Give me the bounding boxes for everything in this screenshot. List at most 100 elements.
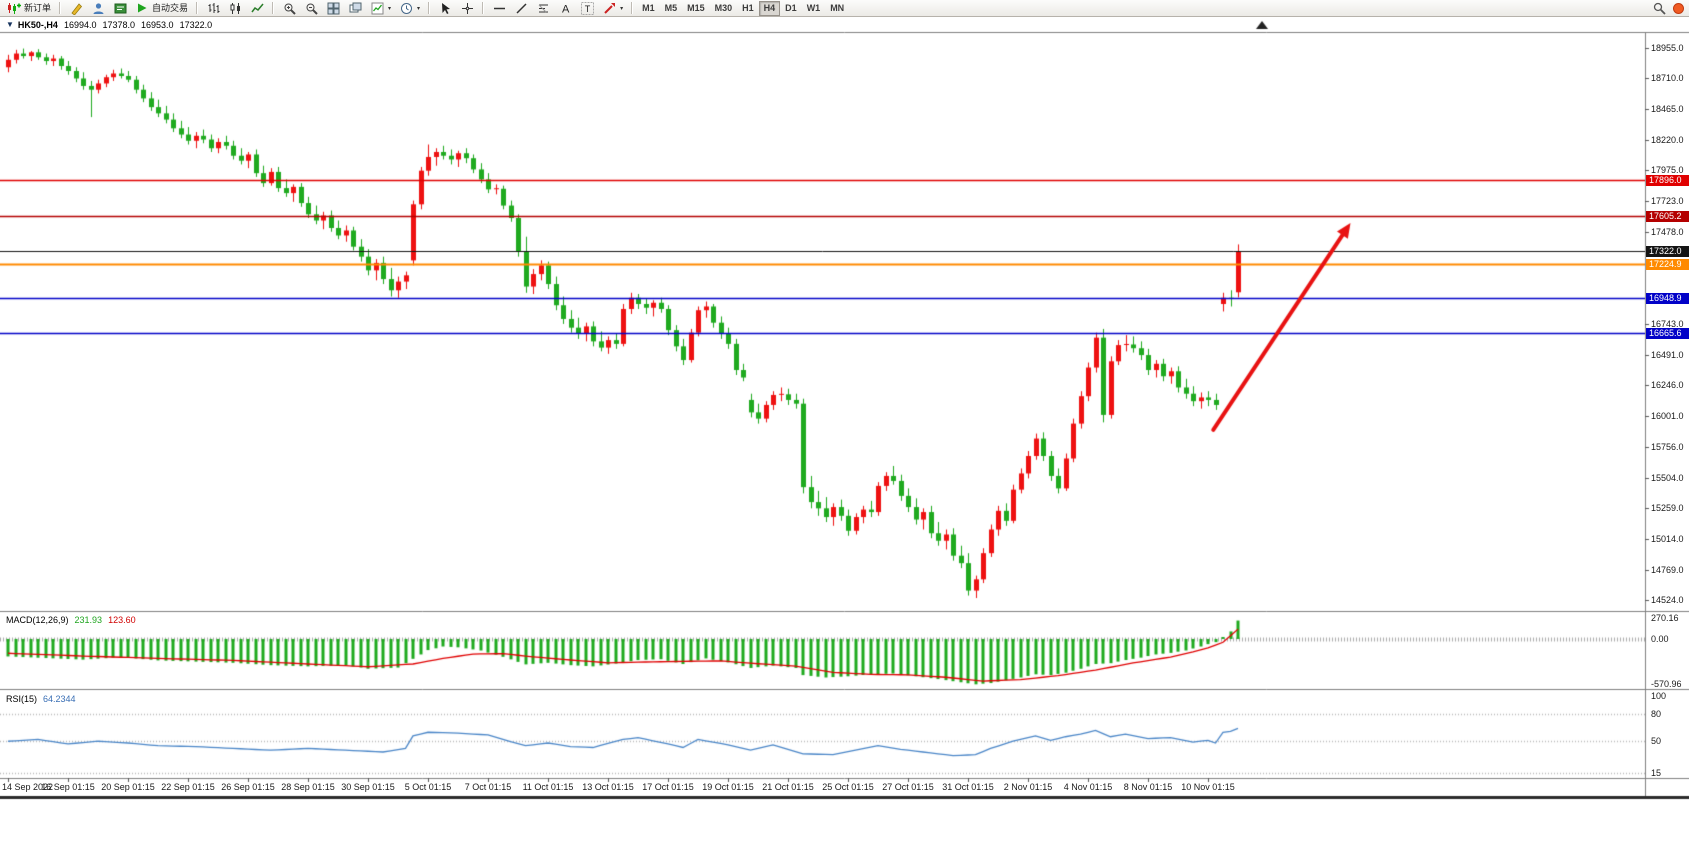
symbol-period-label: HK50-,H4 bbox=[17, 19, 58, 30]
auto-arrange-button[interactable] bbox=[344, 0, 366, 17]
trendline-button[interactable] bbox=[510, 0, 532, 17]
search-icon[interactable] bbox=[1652, 2, 1666, 15]
chevron-down-icon: ▾ bbox=[388, 5, 392, 12]
price-tick-label: 17723.0 bbox=[1651, 196, 1684, 206]
metaeditor-button[interactable] bbox=[65, 0, 87, 17]
timeframe-w1[interactable]: W1 bbox=[806, 2, 821, 13]
date-tick-label: 27 Oct 01:15 bbox=[882, 782, 934, 792]
date-tick-label: 22 Sep 01:15 bbox=[161, 782, 215, 792]
rsi-axis-label: 100 bbox=[1651, 691, 1667, 701]
terminal-button[interactable] bbox=[109, 0, 131, 17]
hline-price-chip: 16948.9 bbox=[1646, 292, 1689, 304]
macd-axis-label: 0.00 bbox=[1651, 634, 1669, 644]
price-tick-label: 18955.0 bbox=[1651, 43, 1684, 53]
arrange-icon bbox=[348, 2, 362, 15]
timeframe-h1[interactable]: H1 bbox=[742, 2, 754, 13]
price-tick-label: 16246.0 bbox=[1651, 380, 1684, 390]
metaeditor-icon bbox=[69, 2, 83, 15]
text-a-icon: A bbox=[558, 2, 572, 15]
rsi-axis-label: 80 bbox=[1651, 709, 1662, 719]
notification-badge[interactable] bbox=[1673, 3, 1684, 14]
hline-price-chip: 16665.6 bbox=[1646, 327, 1689, 339]
autotrading-button[interactable]: 自动交易 bbox=[131, 0, 192, 17]
price-tick-label: 17975.0 bbox=[1651, 165, 1684, 175]
timeframe-h4[interactable]: H4 bbox=[758, 0, 781, 16]
zoom-out-button[interactable] bbox=[300, 0, 322, 17]
toolbar-separator bbox=[482, 2, 485, 14]
fibo-icon bbox=[536, 2, 550, 15]
arrows-button[interactable]: ▾ bbox=[598, 0, 627, 17]
macd-main-value: 231.93 bbox=[74, 615, 103, 625]
hline-price-chip: 17322.0 bbox=[1646, 245, 1689, 257]
zoom-in-icon bbox=[282, 2, 296, 15]
date-tick-label: 10 Nov 01:15 bbox=[1181, 782, 1235, 792]
arrow-icon bbox=[602, 2, 616, 15]
profile-button[interactable] bbox=[87, 0, 109, 17]
bar-chart-button[interactable] bbox=[202, 0, 224, 17]
terminal-icon bbox=[113, 2, 127, 15]
rsi-value: 64.2344 bbox=[43, 694, 76, 704]
date-tick-label: 19 Oct 01:15 bbox=[702, 782, 754, 792]
timeframe-m1[interactable]: M1 bbox=[642, 2, 655, 13]
cursor-icon bbox=[438, 2, 452, 15]
toolbar-separator bbox=[428, 2, 431, 14]
price-tick-label: 15259.0 bbox=[1651, 503, 1684, 513]
new-order-button-label: 新订单 bbox=[24, 2, 52, 13]
date-tick-label: 17 Oct 01:15 bbox=[642, 782, 694, 792]
macd-indicator-label: MACD(12,26,9) 231.93 123.60 bbox=[6, 615, 136, 625]
date-tick-label: 21 Oct 01:15 bbox=[762, 782, 814, 792]
text-button[interactable]: A bbox=[554, 0, 576, 17]
horizontal-line-button[interactable] bbox=[488, 0, 510, 17]
date-tick-label: 13 Oct 01:15 bbox=[582, 782, 634, 792]
crosshair-button[interactable] bbox=[456, 0, 478, 17]
price-tick-label: 16001.0 bbox=[1651, 411, 1684, 421]
svg-text:T: T bbox=[584, 4, 590, 14]
zoom-in-button[interactable] bbox=[278, 0, 300, 17]
tile-icon bbox=[326, 2, 340, 15]
tile-windows-button[interactable] bbox=[322, 0, 344, 17]
line-chart-button[interactable] bbox=[246, 0, 268, 17]
date-tick-label: 26 Sep 01:15 bbox=[221, 782, 275, 792]
date-tick-label: 31 Oct 01:15 bbox=[942, 782, 994, 792]
chart-menu-icon[interactable]: ▼ bbox=[6, 19, 14, 29]
timeframe-d1[interactable]: D1 bbox=[785, 2, 797, 13]
bars-icon bbox=[206, 2, 220, 15]
date-tick-label: 2 Nov 01:15 bbox=[1003, 782, 1053, 792]
date-tick-label: 30 Sep 01:15 bbox=[341, 782, 395, 792]
date-tick-label: 4 Nov 01:15 bbox=[1063, 782, 1113, 792]
indicators-button[interactable]: ▾ bbox=[366, 0, 395, 17]
chart-quote-title: HK50-,H4 16994.0 17378.0 16953.0 17322.0 bbox=[18, 20, 212, 30]
price-tick-label: 15756.0 bbox=[1651, 442, 1684, 452]
timeframe-m15[interactable]: M15 bbox=[687, 2, 705, 13]
autotrading-button-label: 自动交易 bbox=[152, 2, 189, 13]
price-tick-label: 14769.0 bbox=[1651, 565, 1684, 575]
candles-icon bbox=[228, 2, 242, 15]
timeframe-mn[interactable]: MN bbox=[830, 2, 845, 13]
new-order-icon bbox=[7, 2, 21, 15]
quote-high: 17378.0 bbox=[102, 19, 136, 30]
date-tick-label: 7 Oct 01:15 bbox=[464, 782, 512, 792]
quote-close: 17322.0 bbox=[179, 19, 213, 30]
zoom-out-icon bbox=[304, 2, 318, 15]
macd-signal-value: 123.60 bbox=[108, 615, 136, 625]
profile-icon bbox=[91, 2, 105, 15]
price-tick-label: 14524.0 bbox=[1651, 595, 1684, 605]
price-tick-label: 15504.0 bbox=[1651, 473, 1684, 483]
candlestick-chart-button[interactable] bbox=[224, 0, 246, 17]
periods-button[interactable]: ▾ bbox=[395, 0, 424, 17]
cursor-button[interactable] bbox=[434, 0, 456, 17]
price-tick-label: 18710.0 bbox=[1651, 73, 1684, 83]
date-tick-label: 14 Sep 2022 bbox=[2, 782, 54, 792]
timeframe-m30[interactable]: M30 bbox=[714, 2, 733, 13]
play-icon bbox=[135, 2, 149, 15]
price-tick-label: 17478.0 bbox=[1651, 227, 1684, 237]
fibonacci-button[interactable] bbox=[532, 0, 554, 17]
chevron-down-icon: ▾ bbox=[417, 5, 421, 12]
price-tick-label: 18465.0 bbox=[1651, 104, 1684, 114]
timeframe-m5[interactable]: M5 bbox=[664, 2, 678, 13]
text-label-button[interactable]: T bbox=[576, 0, 598, 17]
new-order-button[interactable]: 新订单 bbox=[3, 0, 55, 17]
price-tick-label: 18220.0 bbox=[1651, 135, 1684, 145]
